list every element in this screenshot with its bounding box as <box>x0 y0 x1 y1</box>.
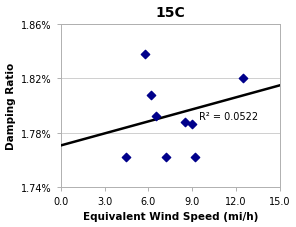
Point <box>241 77 246 81</box>
Point <box>149 93 154 97</box>
Title: 15C: 15C <box>155 5 185 20</box>
Point <box>163 155 168 159</box>
Text: R² = 0.0522: R² = 0.0522 <box>200 112 258 122</box>
Point <box>153 115 158 118</box>
X-axis label: Equivalent Wind Speed (mi/h): Equivalent Wind Speed (mi/h) <box>83 212 258 222</box>
Y-axis label: Damping Ratio: Damping Ratio <box>6 62 16 149</box>
Point <box>182 120 187 124</box>
Point <box>124 155 129 159</box>
Point <box>190 123 194 127</box>
Point <box>143 53 148 56</box>
Point <box>193 155 197 159</box>
